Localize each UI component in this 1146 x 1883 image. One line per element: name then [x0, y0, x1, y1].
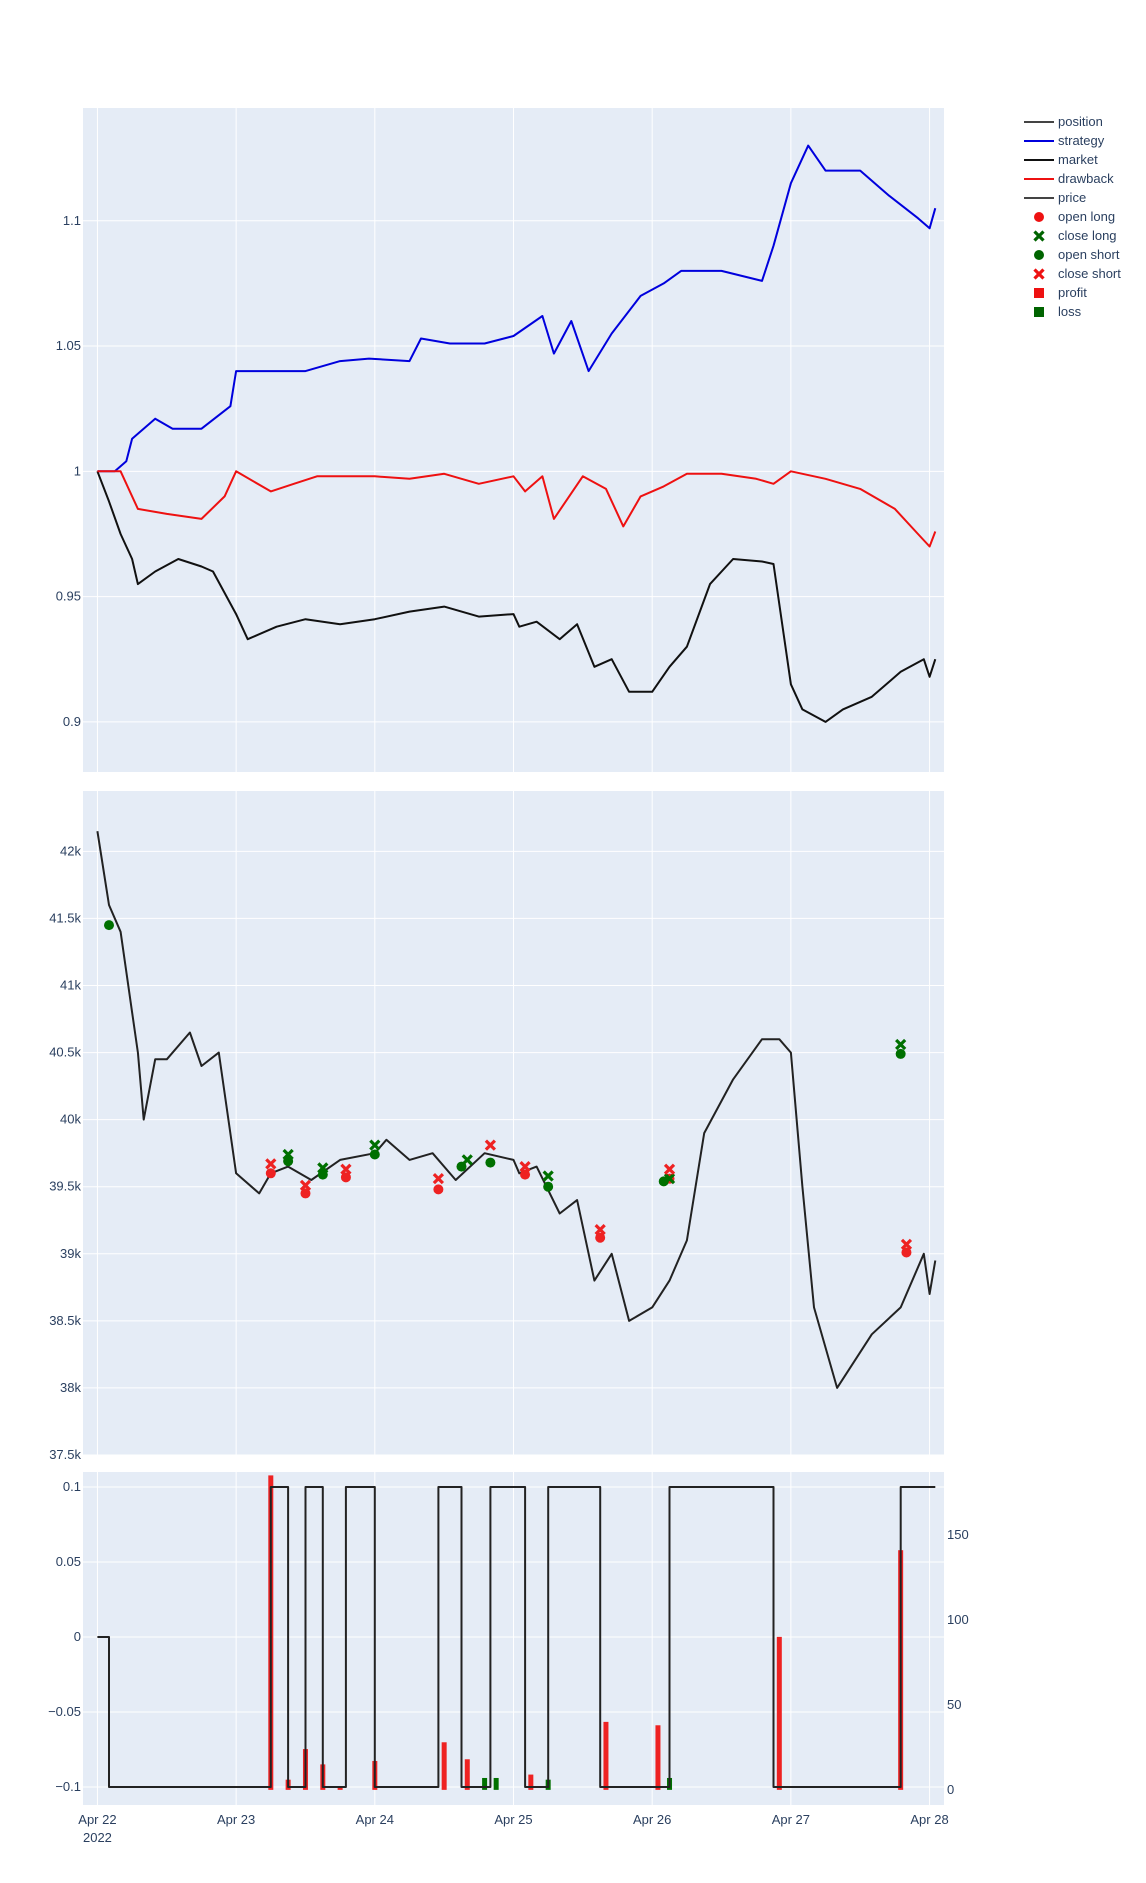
legend-square-swatch: [1034, 307, 1044, 317]
close-long-marker: [542, 1170, 554, 1182]
open-long-marker: [265, 1168, 276, 1179]
legend-x-swatch: [1033, 268, 1045, 280]
market-line: [96, 470, 937, 723]
y-tick-label: 40k: [60, 1112, 81, 1127]
close-short-marker: [299, 1179, 312, 1192]
y-tick-label: 37.5k: [49, 1447, 81, 1462]
open-long-marker: [340, 1172, 351, 1183]
y-tick-label: 39.5k: [49, 1179, 81, 1194]
y-tick-label: −0.05: [48, 1704, 81, 1719]
legend-label: profit: [1058, 285, 1087, 300]
legend-label: market: [1058, 152, 1098, 167]
price-panel: 37.5k 38k 38.5k 39k 39.5k 40k 40.5k 41k 41.5k 42k: [49, 791, 944, 1462]
legend: position strategy market drawback price open …: [1024, 114, 1121, 319]
profit-bar: [464, 1759, 470, 1790]
x-tick-label: Apr 23: [217, 1812, 255, 1827]
close-short-marker: [432, 1173, 445, 1185]
x-year-label: 2022: [83, 1830, 112, 1845]
legend-label: price: [1058, 190, 1086, 205]
legend-label: drawback: [1058, 171, 1114, 186]
legend-label: loss: [1058, 304, 1082, 319]
y-tick-label: 42k: [60, 843, 81, 858]
loss-bar: [493, 1777, 499, 1790]
legend-label: strategy: [1058, 133, 1105, 148]
x-tick-label: Apr 28: [910, 1812, 948, 1827]
profit-bar: [528, 1774, 534, 1790]
y-tick-label: 0.05: [56, 1554, 81, 1569]
y2-tick-label: 150: [947, 1527, 969, 1542]
equity-panel: 0.9 0.95 1 1.05 1.1: [56, 108, 944, 772]
legend-label: close short: [1058, 266, 1121, 281]
close-short-marker: [594, 1224, 606, 1236]
y-tick-label: 0.1: [63, 1479, 81, 1494]
y2-tick-label: 0: [947, 1782, 954, 1797]
y-tick-label: 41.5k: [49, 910, 81, 925]
x-tick-label: Apr 24: [356, 1812, 394, 1827]
open-short-marker: [369, 1149, 380, 1160]
legend-label: close long: [1058, 228, 1117, 243]
legend-circle-swatch: [1034, 212, 1044, 222]
legend-label: open long: [1058, 209, 1115, 224]
y2-tick-label: 100: [947, 1612, 969, 1627]
open-long-marker: [300, 1188, 311, 1199]
position-panel: −0.1 −0.05 0 0.05 0.1 0 50 100 150: [48, 1472, 969, 1805]
legend-x-swatch: [1033, 230, 1045, 242]
y-tick-label: 41k: [60, 978, 81, 993]
profit-bar: [337, 1786, 343, 1790]
open-short-marker: [543, 1181, 554, 1192]
profit-bar: [655, 1725, 661, 1790]
y-tick-label: 1.05: [56, 338, 81, 353]
close-short-marker: [484, 1139, 497, 1151]
y-tick-label: 40.5k: [49, 1045, 81, 1060]
profit-bar: [603, 1721, 609, 1790]
y-tick-label: 0: [74, 1629, 81, 1644]
close-long-marker: [663, 1173, 676, 1185]
open-long-marker: [520, 1169, 531, 1180]
y2-tick-label: 50: [947, 1697, 961, 1712]
open-long-marker: [901, 1247, 912, 1258]
open-short-marker: [104, 920, 115, 931]
price-line: [96, 831, 937, 1389]
position-line: [97, 1486, 936, 1788]
close-long-marker: [282, 1148, 294, 1161]
y-tick-label: 0.9: [63, 714, 81, 729]
y-tick-label: 1.1: [63, 213, 81, 228]
x-tick-label: Apr 26: [633, 1812, 671, 1827]
x-tick-label: Apr 25: [494, 1812, 532, 1827]
x-tick-label: Apr 27: [772, 1812, 810, 1827]
y-tick-label: −0.1: [55, 1779, 81, 1794]
y-tick-label: 1: [74, 463, 81, 478]
legend-label: position: [1058, 114, 1103, 129]
close-long-marker: [461, 1154, 473, 1166]
x-tick-label: Apr 22: [78, 1812, 116, 1827]
legend-label: open short: [1058, 247, 1120, 262]
legend-square-swatch: [1034, 288, 1044, 298]
close-long-marker: [369, 1139, 381, 1151]
open-short-marker: [485, 1157, 496, 1168]
profit-bar: [441, 1742, 447, 1790]
close-short-marker: [265, 1158, 277, 1170]
y-tick-label: 39k: [60, 1246, 81, 1261]
open-short-marker: [895, 1048, 906, 1059]
close-short-marker: [900, 1238, 913, 1251]
drawback-line: [97, 470, 937, 548]
close-short-marker: [519, 1160, 531, 1173]
y-tick-label: 38k: [60, 1380, 81, 1395]
y-tick-label: 0.95: [56, 589, 81, 604]
y-tick-label: 38.5k: [49, 1313, 81, 1328]
close-long-marker: [317, 1162, 329, 1174]
profit-bar: [776, 1636, 782, 1790]
strategy-line: [97, 144, 937, 473]
close-short-marker: [663, 1163, 676, 1175]
close-short-marker: [340, 1163, 352, 1175]
open-long-marker: [595, 1232, 606, 1243]
x-axis: Apr 22 Apr 23 Apr 24 Apr 25 Apr 26 Apr 27 Apr …: [78, 1812, 948, 1845]
open-long-marker: [433, 1184, 444, 1195]
legend-circle-swatch: [1034, 250, 1044, 260]
close-long-marker: [895, 1038, 907, 1051]
loss-bar: [482, 1777, 488, 1790]
